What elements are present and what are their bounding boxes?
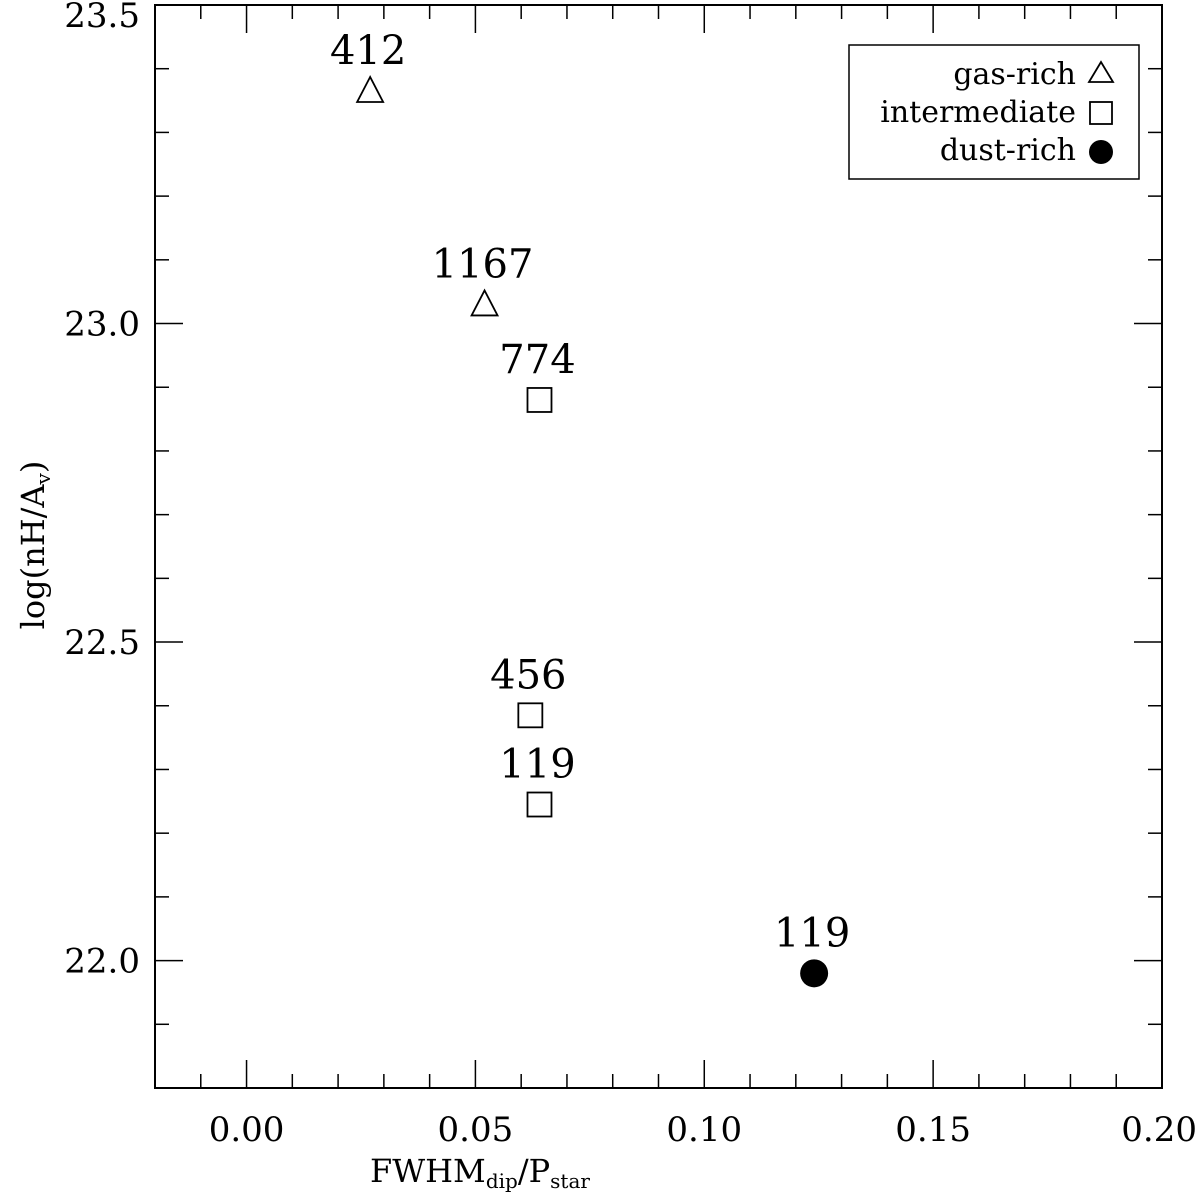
point-label: 412	[330, 28, 406, 74]
x-tick-label: 0.20	[1121, 1110, 1197, 1150]
legend: gas-rich intermediate dust-rich	[848, 44, 1140, 180]
point-label: 1167	[432, 241, 534, 287]
y-tick-label: 23.5	[64, 0, 140, 36]
legend-square-icon	[1089, 101, 1113, 125]
x-tick-label: 0.05	[438, 1110, 514, 1150]
legend-gas-rich-label: gas-rich	[953, 57, 1076, 92]
data-points: 412 1167 774 456 119 119	[330, 28, 850, 988]
point-label: 456	[490, 652, 566, 698]
tick-labels: 0.00 0.05 0.10 0.15 0.20 22.0 22.5 23.0 23.5	[64, 0, 1197, 1150]
triangle-marker	[355, 75, 385, 103]
filled-circle-marker	[800, 959, 829, 988]
y-axis-label: log(nH/Av)	[14, 461, 55, 630]
square-marker	[517, 702, 544, 729]
y-tick-label: 22.0	[64, 942, 140, 982]
axis-ticks	[154, 4, 1163, 1089]
x-axis-label: FWHMdip/Pstar	[370, 1152, 590, 1193]
square-marker	[526, 791, 553, 818]
point-label: 119	[499, 742, 575, 788]
y-tick-label: 23.0	[64, 305, 140, 345]
x-tick-label: 0.10	[666, 1110, 742, 1150]
y-tick-label: 22.5	[64, 623, 140, 663]
x-tick-label: 0.00	[209, 1110, 285, 1150]
legend-triangle-icon	[1087, 60, 1115, 83]
point-label: 774	[499, 337, 575, 383]
point-label: 119	[774, 910, 850, 956]
square-marker	[526, 387, 553, 413]
legend-dust-rich-label: dust-rich	[940, 133, 1076, 168]
legend-intermediate-label: intermediate	[880, 95, 1076, 130]
triangle-marker	[470, 288, 500, 317]
legend-filled-circle-icon	[1089, 140, 1113, 164]
x-tick-label: 0.15	[895, 1110, 971, 1150]
